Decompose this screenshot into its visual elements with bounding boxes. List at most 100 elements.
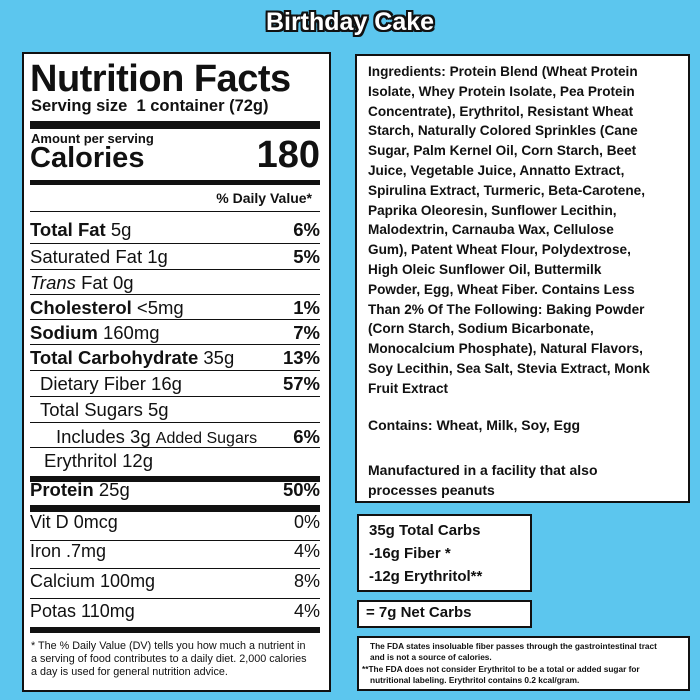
- nutrient-name: Dietary Fiber: [40, 373, 146, 394]
- nutrition-panel: [22, 52, 331, 692]
- nutrient-dv: 4%: [293, 541, 320, 561]
- rule: [30, 540, 320, 541]
- rule: [30, 598, 320, 599]
- nutrient-name: Saturated Fat: [30, 246, 143, 267]
- nutrient-amount: 0g: [112, 272, 134, 293]
- nutrient-name: Protein: [30, 479, 94, 500]
- nutrient-dv: 50%: [282, 479, 320, 500]
- nutrient-amount: 16g: [151, 373, 182, 394]
- nutrient-amount: <5mg: [136, 297, 184, 318]
- nutrient-row: Saturated Fat 1g 5%: [30, 245, 320, 269]
- nutrient-row: Erythritol 12g: [30, 449, 320, 473]
- ingredient-line: Starch, Naturally Colored Sprinkles (Can…: [368, 123, 638, 139]
- nutrient-dv: 1%: [293, 297, 320, 318]
- nutrient-dv: 4%: [293, 601, 320, 621]
- nutrient-row: Protein 25g 50%: [30, 478, 320, 502]
- allergens: Contains: Wheat, Milk, Soy, Egg: [368, 417, 581, 433]
- ingredient-line: Juice, Vegetable Juice, Annatto Extract,: [368, 162, 625, 178]
- rule: [30, 568, 320, 569]
- nutrient-dv: 7%: [293, 322, 320, 343]
- nutrient-label: Cholesterol <5mg: [30, 297, 184, 318]
- footnote-line: a day is used for general nutrition advi…: [31, 666, 228, 678]
- notes-box: [357, 636, 690, 691]
- nutrient-dv: 6%: [293, 426, 320, 447]
- nutrient-row: Total Sugars 5g: [30, 398, 320, 422]
- ingredient-line: Ingredients: Protein Blend (Wheat Protei…: [368, 64, 638, 79]
- nutrient-row: Total Carbohydrate 35g 13%: [30, 346, 320, 370]
- medium-rule: [30, 180, 320, 185]
- ingredient-line: Spirulina Extract, Turmeric, Beta-Carote…: [368, 182, 645, 198]
- serving-value: 1 container (72g): [136, 97, 269, 115]
- thick-rule: [30, 627, 320, 633]
- nutrient-name: Sodium: [30, 322, 98, 343]
- nutrient-label: Total Carbohydrate 35g: [30, 347, 234, 368]
- nutrient-row: Iron .7mg 4%: [30, 539, 320, 563]
- rule: [30, 211, 320, 212]
- nutrient-dv: 57%: [282, 373, 320, 394]
- net-carbs-line: -16g Fiber *: [369, 545, 451, 562]
- nutrient-label: Total Fat 5g: [30, 219, 131, 240]
- nutrient-amount: 100mg: [100, 571, 156, 591]
- rule: [30, 447, 320, 448]
- nutrient-row: Includes 3g Added Sugars 6%: [30, 425, 320, 449]
- rule: [30, 243, 320, 244]
- daily-value-heading: % Daily Value*: [216, 190, 312, 206]
- note-line: The FDA states insoluable fiber passes t…: [370, 641, 657, 651]
- nutrient-label: Dietary Fiber 16g: [30, 373, 182, 394]
- nutrient-name: Total Sugars: [40, 399, 143, 420]
- nutrient-dv: 0%: [293, 512, 320, 532]
- ingredient-line: Sugar, Palm Kernel Oil, Corn Starch, Bee…: [368, 143, 637, 159]
- nutrient-amount: 25g: [98, 479, 130, 500]
- nutrient-name: Total Fat: [30, 219, 106, 240]
- nutrient-label: Erythritol 12g: [30, 450, 153, 471]
- rule: [30, 294, 320, 295]
- ingredient-line: Paprika Oleoresin, Sunflower Lecithin,: [368, 202, 617, 218]
- footnote-line: * The % Daily Value (DV) tells you how m…: [31, 640, 306, 652]
- ingredient-line: Malodextrin, Carnauba Wax, Cellulose: [368, 222, 614, 238]
- nutrient-label: Trans Fat 0g: [30, 272, 134, 293]
- net-carbs-line: 35g Total Carbs: [369, 522, 481, 539]
- nutrient-amount: 5g: [110, 219, 132, 240]
- ingredient-line: Fruit Extract: [368, 380, 449, 396]
- nutrient-dv: 13%: [282, 347, 320, 368]
- ingredient-line: Concentrate), Erythritol, Resistant Whea…: [368, 103, 634, 119]
- nutrient-label: Sodium 160mg: [30, 322, 160, 343]
- nutrient-amount: 1g: [147, 246, 168, 267]
- rule: [30, 269, 320, 270]
- nutrient-label: Iron .7mg: [30, 541, 106, 561]
- note-line: and is not a source of calories.: [370, 651, 492, 662]
- ingredient-line: Isolate, Whey Protein Isolate, Pea Prote…: [368, 83, 635, 99]
- panel-heading: Nutrition Facts: [30, 58, 291, 100]
- ingredients-box: [355, 54, 690, 503]
- serving-size: Serving size 1 container (72g): [31, 97, 269, 116]
- nutrient-label: Includes 3g Added Sugars: [30, 426, 257, 447]
- facility-note: Manufactured in a facility that also pro…: [368, 460, 598, 500]
- net-carbs-result: = 7g Net Carbs: [366, 604, 472, 621]
- note-line: nutritional labeling. Erythritol contain…: [370, 674, 580, 685]
- ingredient-line: Soy Lecithin, Sea Salt, Stevia Extract, …: [368, 360, 650, 376]
- nutrient-amount: 12g: [122, 450, 154, 471]
- nutrient-row: Dietary Fiber 16g 57%: [30, 372, 320, 396]
- nutrient-amount: 0mcg: [73, 512, 118, 532]
- ingredient-line: Than 2% Of The Following: Baking Powder: [368, 301, 645, 317]
- nutrient-name: Total Carbohydrate: [30, 347, 199, 368]
- nutrient-name-italic: Trans: [30, 272, 76, 293]
- nutrient-row: Vit D 0mcg 0%: [30, 510, 320, 534]
- thick-rule: [30, 505, 320, 512]
- nutrient-amount: .7mg: [66, 541, 107, 561]
- footnote: * The % Daily Value (DV) tells you how m…: [31, 640, 306, 679]
- net-carbs: 35g Total Carbs -16g Fiber * -12g Erythr…: [369, 519, 482, 588]
- rule: [30, 344, 320, 345]
- ingredients: Ingredients: Protein Blend (Wheat Protei…: [368, 62, 650, 399]
- amount-per-serving: Amount per serving: [31, 131, 154, 146]
- ingredient-line: Powder, Egg, Wheat Fiber. Contains Less: [368, 281, 635, 297]
- nutrient-row: Potas 110mg 4%: [30, 599, 320, 623]
- nutrient-row: Total Fat 5g 6%: [30, 218, 320, 242]
- nutrient-amount: 35g: [203, 347, 235, 368]
- rule: [30, 396, 320, 397]
- nutrient-extra: Added Sugars: [155, 430, 258, 447]
- nutrient-name: Erythritol: [44, 450, 117, 471]
- nutrient-name: Iron: [30, 541, 62, 561]
- calories-label: Calories: [30, 142, 145, 174]
